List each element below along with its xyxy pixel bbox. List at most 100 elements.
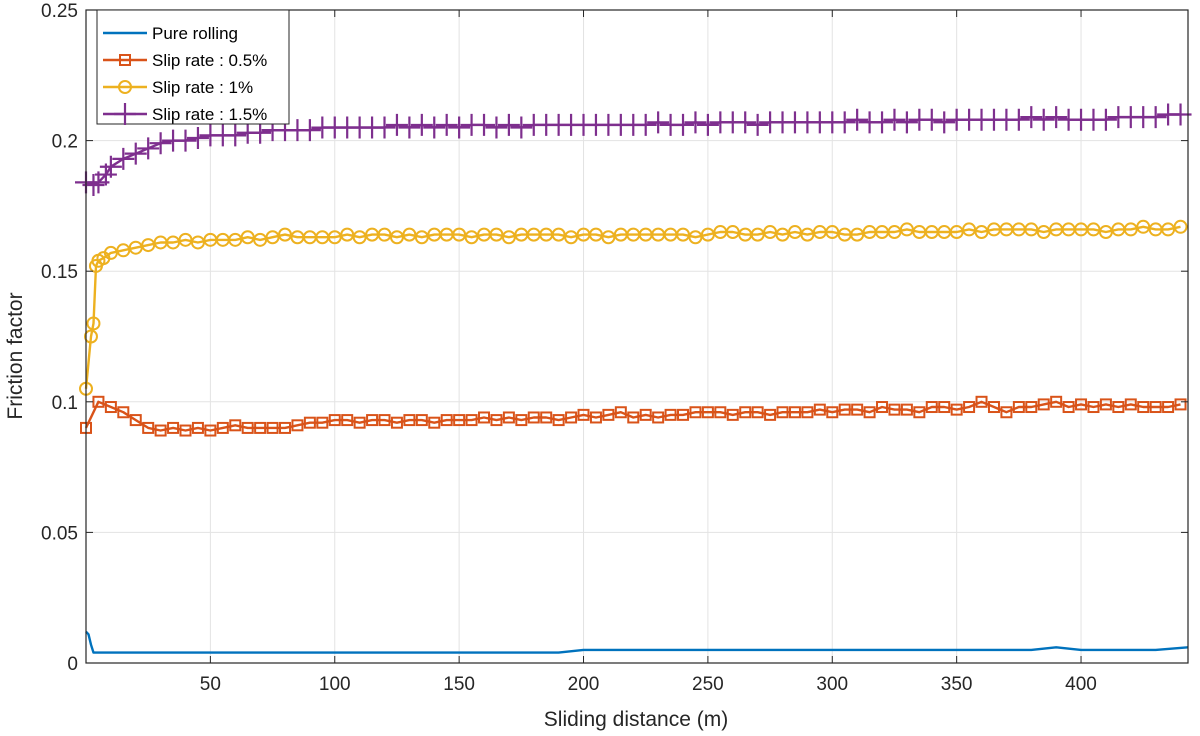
data-point-square bbox=[216, 421, 229, 434]
data-point-square bbox=[925, 401, 938, 414]
data-point-square bbox=[378, 414, 391, 427]
data-point-plus bbox=[435, 113, 458, 136]
data-point-square bbox=[241, 421, 254, 434]
data-point-square bbox=[266, 421, 279, 434]
data-point-square bbox=[1174, 398, 1187, 411]
data-point-square bbox=[664, 408, 677, 421]
y-tick-label: 0.15 bbox=[41, 262, 78, 283]
data-point-square bbox=[1149, 401, 1162, 414]
series-lines bbox=[75, 103, 1192, 654]
data-point-square bbox=[714, 406, 727, 419]
data-point-plus bbox=[1020, 106, 1043, 129]
data-point-plus bbox=[895, 111, 918, 134]
data-point-plus bbox=[1007, 108, 1030, 131]
data-point-square bbox=[478, 411, 491, 424]
data-point-circle bbox=[118, 80, 132, 94]
data-point-square bbox=[142, 421, 155, 434]
y-tick-label: 0 bbox=[67, 654, 78, 675]
x-tick-label: 350 bbox=[941, 674, 973, 695]
legend-label: Pure rolling bbox=[152, 24, 238, 43]
data-point-plus bbox=[149, 132, 172, 155]
data-point-square bbox=[403, 414, 416, 427]
data-point-square bbox=[1087, 401, 1100, 414]
data-point-square bbox=[689, 406, 702, 419]
data-point-plus bbox=[746, 113, 769, 136]
data-point-square bbox=[204, 424, 217, 437]
legend-box bbox=[96, 9, 290, 125]
data-point-square bbox=[291, 419, 304, 432]
data-point-plus bbox=[1094, 108, 1117, 131]
data-point-square bbox=[366, 414, 379, 427]
data-point-square bbox=[167, 421, 180, 434]
data-point-square bbox=[602, 408, 615, 421]
data-point-square bbox=[776, 406, 789, 419]
y-axis-label: Friction factor bbox=[4, 292, 27, 419]
x-tick-label: 400 bbox=[1065, 674, 1097, 695]
data-point-square bbox=[963, 401, 976, 414]
legend-label: Slip rate : 1.5% bbox=[152, 105, 267, 124]
data-point-plus bbox=[833, 111, 856, 134]
data-point-square bbox=[527, 411, 540, 424]
legend-label: Slip rate : 0.5% bbox=[152, 51, 267, 70]
data-point-square bbox=[453, 414, 466, 427]
data-point-square bbox=[328, 414, 341, 427]
data-point-plus bbox=[672, 113, 695, 136]
series-slip-rate-1-5 bbox=[75, 103, 1192, 197]
data-point-plus bbox=[249, 121, 272, 144]
data-point-square bbox=[1012, 401, 1025, 414]
data-point-square bbox=[1162, 401, 1175, 414]
x-axis-label: Sliding distance (m) bbox=[544, 708, 728, 731]
x-tick-label: 300 bbox=[816, 674, 848, 695]
data-point-plus bbox=[448, 116, 471, 139]
data-point-square bbox=[726, 408, 739, 421]
data-point-square bbox=[440, 414, 453, 427]
data-point-square bbox=[627, 411, 640, 424]
data-point-plus bbox=[224, 124, 247, 147]
data-point-square bbox=[1075, 398, 1088, 411]
data-point-plus bbox=[1144, 106, 1167, 129]
data-point-plus bbox=[933, 111, 956, 134]
data-point-square bbox=[229, 419, 242, 432]
data-point-square bbox=[254, 421, 267, 434]
data-point-square bbox=[1037, 398, 1050, 411]
data-point-plus bbox=[137, 137, 160, 160]
legend: Pure rolling Slip rate : 0.5% Slip rate : … bbox=[96, 9, 290, 125]
data-point-plus bbox=[696, 113, 719, 136]
data-point-square bbox=[179, 424, 192, 437]
series-line bbox=[84, 225, 1181, 389]
data-point-square bbox=[353, 416, 366, 429]
data-point-plus bbox=[423, 116, 446, 139]
data-point-square bbox=[490, 414, 503, 427]
legend-item: Slip rate : 1% bbox=[103, 78, 253, 97]
data-point-square bbox=[677, 408, 690, 421]
data-point-plus bbox=[398, 116, 421, 139]
data-point-square bbox=[1062, 401, 1075, 414]
data-point-square bbox=[540, 411, 553, 424]
data-point-square bbox=[552, 414, 565, 427]
data-point-square bbox=[92, 395, 105, 408]
data-point-square bbox=[390, 416, 403, 429]
data-point-square bbox=[191, 421, 204, 434]
data-point-square bbox=[614, 406, 627, 419]
data-point-square bbox=[341, 414, 354, 427]
data-point-plus bbox=[298, 119, 321, 142]
y-tick-label: 0.2 bbox=[52, 132, 78, 153]
data-point-circle bbox=[1173, 219, 1188, 234]
data-point-plus bbox=[497, 113, 520, 136]
y-tick-labels: 0 0.05 0.1 0.15 0.2 0.25 bbox=[41, 1, 78, 675]
data-point-square bbox=[701, 406, 714, 419]
data-point-plus bbox=[114, 103, 136, 125]
y-tick-label: 0.1 bbox=[52, 393, 78, 414]
data-point-square bbox=[502, 411, 515, 424]
data-point-circle bbox=[86, 316, 101, 331]
data-point-square bbox=[652, 411, 665, 424]
data-point-plus bbox=[99, 155, 122, 178]
data-point-square bbox=[279, 421, 292, 434]
data-point-square bbox=[975, 395, 988, 408]
legend-label: Slip rate : 1% bbox=[152, 78, 253, 97]
data-point-square bbox=[788, 406, 801, 419]
data-point-plus bbox=[920, 108, 943, 131]
data-point-square bbox=[876, 401, 889, 414]
data-point-plus bbox=[647, 111, 670, 134]
y-tick-label: 0.25 bbox=[41, 1, 78, 22]
